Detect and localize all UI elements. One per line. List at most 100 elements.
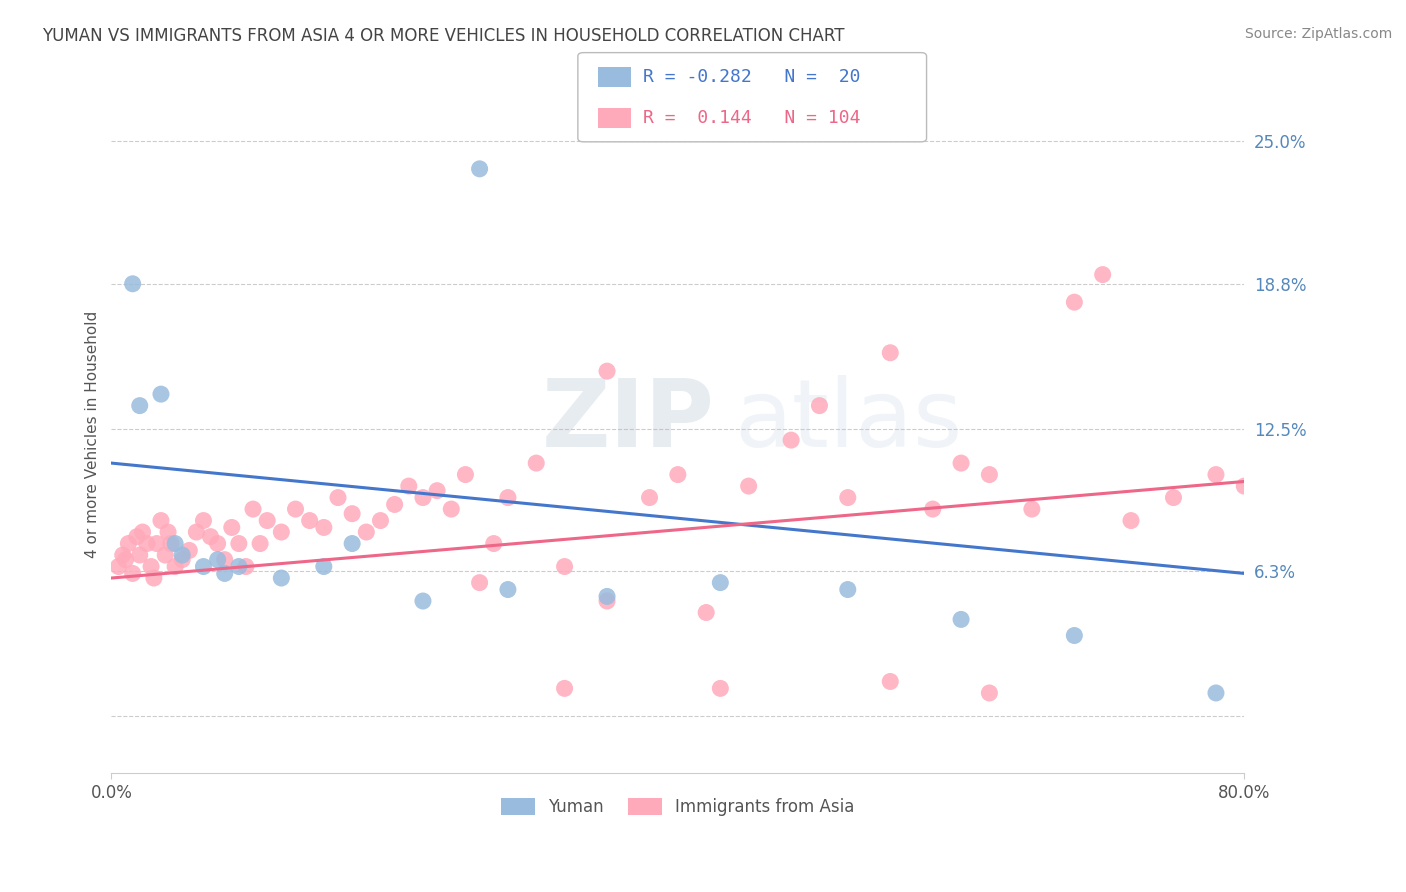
Point — [340, 507, 363, 521]
Point — [157, 524, 180, 539]
Point — [1119, 514, 1142, 528]
Text: Source: ZipAtlas.com: Source: ZipAtlas.com — [1244, 27, 1392, 41]
Point — [524, 456, 547, 470]
Point — [440, 502, 463, 516]
Point — [149, 387, 172, 401]
Legend: Yuman, Immigrants from Asia: Yuman, Immigrants from Asia — [495, 791, 862, 822]
Text: ZIP: ZIP — [541, 375, 714, 467]
Point — [384, 498, 406, 512]
Point — [468, 161, 491, 176]
Point — [172, 548, 194, 562]
Point — [235, 559, 257, 574]
Point — [207, 552, 229, 566]
Point — [221, 520, 243, 534]
Point — [496, 491, 519, 505]
Point — [496, 582, 519, 597]
Point — [107, 559, 129, 574]
Point — [242, 502, 264, 516]
Point — [1205, 686, 1227, 700]
Point — [1063, 628, 1085, 642]
Point — [468, 575, 491, 590]
Point — [554, 681, 576, 696]
Text: atlas: atlas — [734, 375, 963, 467]
Point — [1021, 502, 1043, 516]
Point — [950, 456, 973, 470]
Point — [121, 566, 143, 581]
Point — [165, 559, 187, 574]
Point — [298, 514, 321, 528]
Point — [709, 575, 731, 590]
Point — [879, 345, 901, 359]
Point — [780, 433, 803, 447]
Point — [172, 552, 194, 566]
Point — [638, 491, 661, 505]
Point — [214, 566, 236, 581]
Point — [312, 559, 335, 574]
Point — [270, 524, 292, 539]
Point — [284, 502, 307, 516]
Point — [193, 559, 215, 574]
Point — [128, 548, 150, 562]
Point — [179, 543, 201, 558]
Point — [596, 594, 619, 608]
Point — [165, 536, 187, 550]
Point — [370, 514, 392, 528]
Point — [186, 524, 208, 539]
Point — [808, 399, 831, 413]
Point — [1063, 295, 1085, 310]
Point — [709, 681, 731, 696]
Point — [596, 590, 619, 604]
Point — [131, 524, 153, 539]
Point — [837, 582, 859, 597]
Point — [155, 548, 177, 562]
Point — [125, 530, 148, 544]
Point — [1233, 479, 1256, 493]
Point — [695, 606, 717, 620]
Point — [193, 514, 215, 528]
Point — [270, 571, 292, 585]
Point — [117, 536, 139, 550]
Point — [837, 491, 859, 505]
Point — [1205, 467, 1227, 482]
Y-axis label: 4 or more Vehicles in Household: 4 or more Vehicles in Household — [86, 310, 100, 558]
Point — [1163, 491, 1185, 505]
Point — [482, 536, 505, 550]
Point — [121, 277, 143, 291]
Point — [356, 524, 378, 539]
Point — [412, 594, 434, 608]
Point — [228, 536, 250, 550]
Point — [128, 399, 150, 413]
Point — [139, 559, 162, 574]
Point — [256, 514, 278, 528]
Point — [160, 536, 183, 550]
Point — [228, 559, 250, 574]
Point — [249, 536, 271, 550]
Point — [879, 674, 901, 689]
Point — [950, 612, 973, 626]
Point — [426, 483, 449, 498]
Point — [111, 548, 134, 562]
Point — [398, 479, 420, 493]
Point — [114, 552, 136, 566]
Point — [207, 536, 229, 550]
Point — [135, 536, 157, 550]
Point — [142, 571, 165, 585]
Point — [200, 530, 222, 544]
Text: YUMAN VS IMMIGRANTS FROM ASIA 4 OR MORE VEHICLES IN HOUSEHOLD CORRELATION CHART: YUMAN VS IMMIGRANTS FROM ASIA 4 OR MORE … — [42, 27, 845, 45]
Point — [340, 536, 363, 550]
Point — [979, 686, 1001, 700]
Point — [666, 467, 689, 482]
Point — [554, 559, 576, 574]
Point — [1091, 268, 1114, 282]
Point — [149, 514, 172, 528]
Point — [412, 491, 434, 505]
Point — [326, 491, 349, 505]
Point — [214, 552, 236, 566]
Point — [921, 502, 943, 516]
Point — [737, 479, 759, 493]
Point — [312, 520, 335, 534]
Text: R =  0.144   N = 104: R = 0.144 N = 104 — [643, 109, 860, 127]
Point — [979, 467, 1001, 482]
Point — [596, 364, 619, 378]
Text: R = -0.282   N =  20: R = -0.282 N = 20 — [643, 68, 860, 86]
